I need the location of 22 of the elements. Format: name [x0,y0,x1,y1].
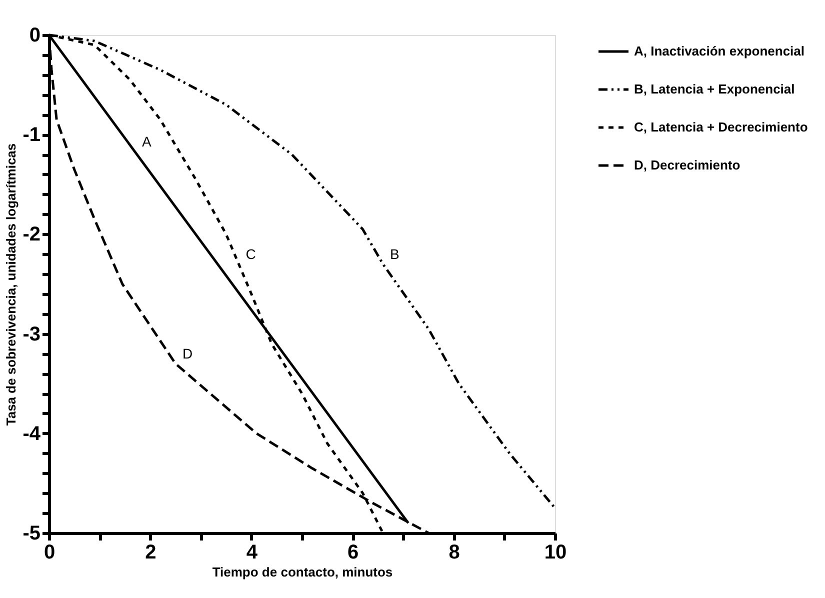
annotation: A [142,134,152,150]
legend-label: C, Latencia + Decrecimiento [634,120,808,134]
y-tick-label: -4 [22,422,42,445]
y-tick-label: -5 [22,522,40,544]
y-tick-label: -3 [22,323,40,346]
x-tick-label: 8 [448,542,460,564]
annotation: B [390,246,400,262]
annotation: C [246,246,256,262]
x-tick-label: 0 [44,542,56,564]
x-tick-label: 4 [246,542,258,564]
legend-label: A, Inactivación exponencial [634,44,804,58]
y-tick-label: -1 [22,124,40,146]
legend-label: D, Decrecimiento [634,158,740,172]
annotation: D [182,346,193,362]
x-tick-label: 10 [544,542,567,564]
y-tick-label: -2 [22,224,40,246]
x-tick-label: 2 [145,542,156,564]
y-axis-title: Tasa de sobrevivencia, unidades logarítmicas [4,143,19,426]
legend-label: B, Latencia + Exponencial [634,82,795,96]
y-tick-label: 0 [29,24,40,46]
x-tick-label: 6 [348,542,359,564]
x-axis-title: Tiempo de contacto, minutos [212,564,393,580]
